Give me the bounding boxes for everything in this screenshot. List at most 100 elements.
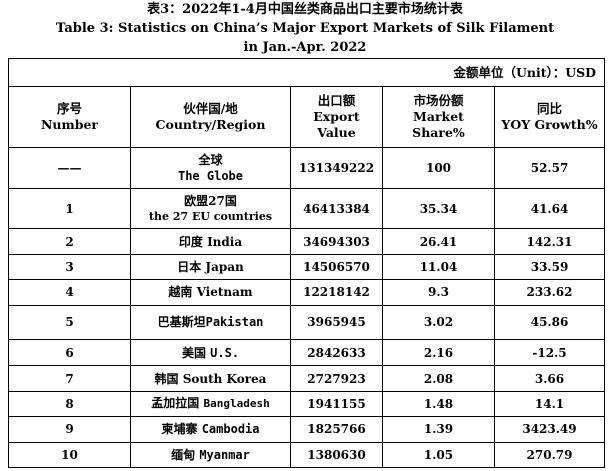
row-region: 缅甸 Myanmar <box>130 441 291 469</box>
row-region: 日本 Japan <box>130 253 291 281</box>
row-yoy-growth: 45.86 <box>493 304 606 341</box>
row-yoy-growth: -12.5 <box>493 339 606 367</box>
row-region: 巴基斯坦Pakistan <box>130 304 291 341</box>
header-number: 序号 Number <box>8 86 131 149</box>
row-region: 欧盟27国 the 27 EU countries <box>130 187 291 230</box>
row-region: 柬埔寨 Cambodia <box>130 416 291 443</box>
table-row: 9 柬埔寨 Cambodia 1825766 1.39 3423.49 <box>8 416 606 443</box>
row-number: 10 <box>8 441 131 469</box>
row-number: 1 <box>8 187 131 230</box>
row-region-zh: 缅甸 <box>171 447 196 462</box>
table-row: 4 越南 Vietnam 12218142 9.3 233.62 <box>8 279 606 306</box>
row-region-zh: 印度 <box>178 234 203 249</box>
row-market-share: 9.3 <box>382 279 495 306</box>
table-row: 3 日本 Japan 14506570 11.04 33.59 <box>8 253 606 281</box>
row-region-en: South Korea <box>182 371 267 386</box>
row-region-en: Pakistan <box>205 315 264 330</box>
row-export-value: 34694303 <box>290 228 383 255</box>
row-market-share: 35.34 <box>382 187 495 230</box>
row-region-zh: 巴基斯坦 <box>157 315 206 330</box>
row-region-zh: 日本 <box>177 260 202 275</box>
header-region-zh: 伙伴国/地 <box>183 101 238 117</box>
export-markets-table: 金额单位（Unit）：USD 序号 Number 伙伴国/地 Country/Reg… <box>7 57 606 469</box>
row-region-en: The Globe <box>177 169 244 184</box>
table-row: 1 欧盟27国 the 27 EU countries 46413384 35.3… <box>8 187 606 230</box>
row-market-share: 2.08 <box>382 365 495 392</box>
table-title-en-line1: Table 3: Statistics on China’s Major Exp… <box>55 21 555 36</box>
row-yoy-growth: 3.66 <box>493 365 606 392</box>
row-market-share: 1.05 <box>382 441 495 469</box>
row-number: 5 <box>8 304 131 341</box>
row-export-value: 3965945 <box>290 304 383 341</box>
row-region-en: U.S. <box>210 345 240 360</box>
row-number: 6 <box>8 339 131 367</box>
row-yoy-growth: 3423.49 <box>493 416 606 443</box>
row-market-share: 11.04 <box>382 253 495 281</box>
row-yoy-growth: 41.64 <box>493 187 606 230</box>
row-number: 2 <box>8 228 131 255</box>
header-export-en: Export Value <box>313 109 360 141</box>
header-export-zh: 出口额 <box>317 93 356 109</box>
row-region-en: Bangladesh <box>203 397 270 411</box>
row-region-zh: 越南 <box>168 285 193 300</box>
row-number: 8 <box>8 390 131 418</box>
row-region-zh: 韩国 <box>154 371 179 386</box>
row-export-value: 1941155 <box>290 390 383 418</box>
row-export-value: 12218142 <box>290 279 383 306</box>
row-yoy-growth: 14.1 <box>493 390 606 418</box>
row-market-share: 100 <box>382 147 495 189</box>
row-yoy-growth: 270.79 <box>493 441 606 469</box>
header-growth-en: YOY Growth% <box>501 117 598 133</box>
row-yoy-growth: 142.31 <box>493 228 606 255</box>
unit-note: 金额单位（Unit）：USD <box>7 57 606 88</box>
header-growth-zh: 同比 <box>537 101 563 117</box>
table-row: 5 巴基斯坦Pakistan 3965945 3.02 45.86 <box>8 304 606 341</box>
table-row: 10 缅甸 Myanmar 1380630 1.05 270.79 <box>8 441 606 469</box>
row-number: —— <box>8 147 131 189</box>
row-number: 3 <box>8 253 131 281</box>
row-region-en: Vietnam <box>196 285 253 300</box>
row-region-zh: 孟加拉国 <box>151 396 200 411</box>
header-share: 市场份额 Market Share% <box>382 86 495 149</box>
table-row: 7 韩国 South Korea 2727923 2.08 3.66 <box>8 365 606 392</box>
row-yoy-growth: 33.59 <box>493 253 606 281</box>
row-export-value: 131349222 <box>290 147 383 189</box>
header-export: 出口额 Export Value <box>290 86 383 149</box>
row-region: 越南 Vietnam <box>130 279 291 306</box>
header-growth: 同比 YOY Growth% <box>493 86 606 149</box>
row-region: 美国 U.S. <box>130 339 291 367</box>
row-region: 全球 The Globe <box>130 147 291 189</box>
table-row: 2 印度 India 34694303 26.41 142.31 <box>8 228 606 255</box>
row-export-value: 46413384 <box>290 187 383 230</box>
header-region: 伙伴国/地 Country/Region <box>130 86 291 149</box>
row-number: 4 <box>8 279 131 306</box>
row-export-value: 14506570 <box>290 253 383 281</box>
row-region-zh: 全球 <box>198 153 223 168</box>
row-export-value: 1380630 <box>290 441 383 469</box>
row-market-share: 1.39 <box>382 416 495 443</box>
row-region: 韩国 South Korea <box>130 365 291 392</box>
row-region: 孟加拉国 Bangladesh <box>130 390 291 418</box>
row-yoy-growth: 52.57 <box>493 147 606 189</box>
row-region: 印度 India <box>130 228 291 255</box>
header-share-en: Market Share% <box>412 109 465 141</box>
header-region-en: Country/Region <box>155 117 266 133</box>
header-number-zh: 序号 <box>56 101 82 117</box>
row-export-value: 2842633 <box>290 339 383 367</box>
row-region-en: Myanmar <box>199 447 250 462</box>
row-region-zh: 美国 <box>181 345 206 360</box>
table-row: 8 孟加拉国 Bangladesh 1941155 1.48 14.1 <box>8 390 606 418</box>
header-number-en: Number <box>40 117 99 133</box>
table-title-en-line2: in Jan.-Apr. 2022 <box>243 40 367 55</box>
row-yoy-growth: 233.62 <box>493 279 606 306</box>
row-market-share: 2.16 <box>382 339 495 367</box>
table-row: —— 全球 The Globe 131349222 100 52.57 <box>8 147 606 189</box>
row-region-en: Cambodia <box>201 422 260 437</box>
row-market-share: 26.41 <box>382 228 495 255</box>
row-market-share: 1.48 <box>382 390 495 418</box>
row-region-en: the 27 EU countries <box>148 209 273 223</box>
row-market-share: 3.02 <box>382 304 495 341</box>
table-row: 6 美国 U.S. 2842633 2.16 -12.5 <box>8 339 606 367</box>
row-region-zh: 柬埔寨 <box>161 422 198 437</box>
row-region-en: India <box>207 234 243 249</box>
